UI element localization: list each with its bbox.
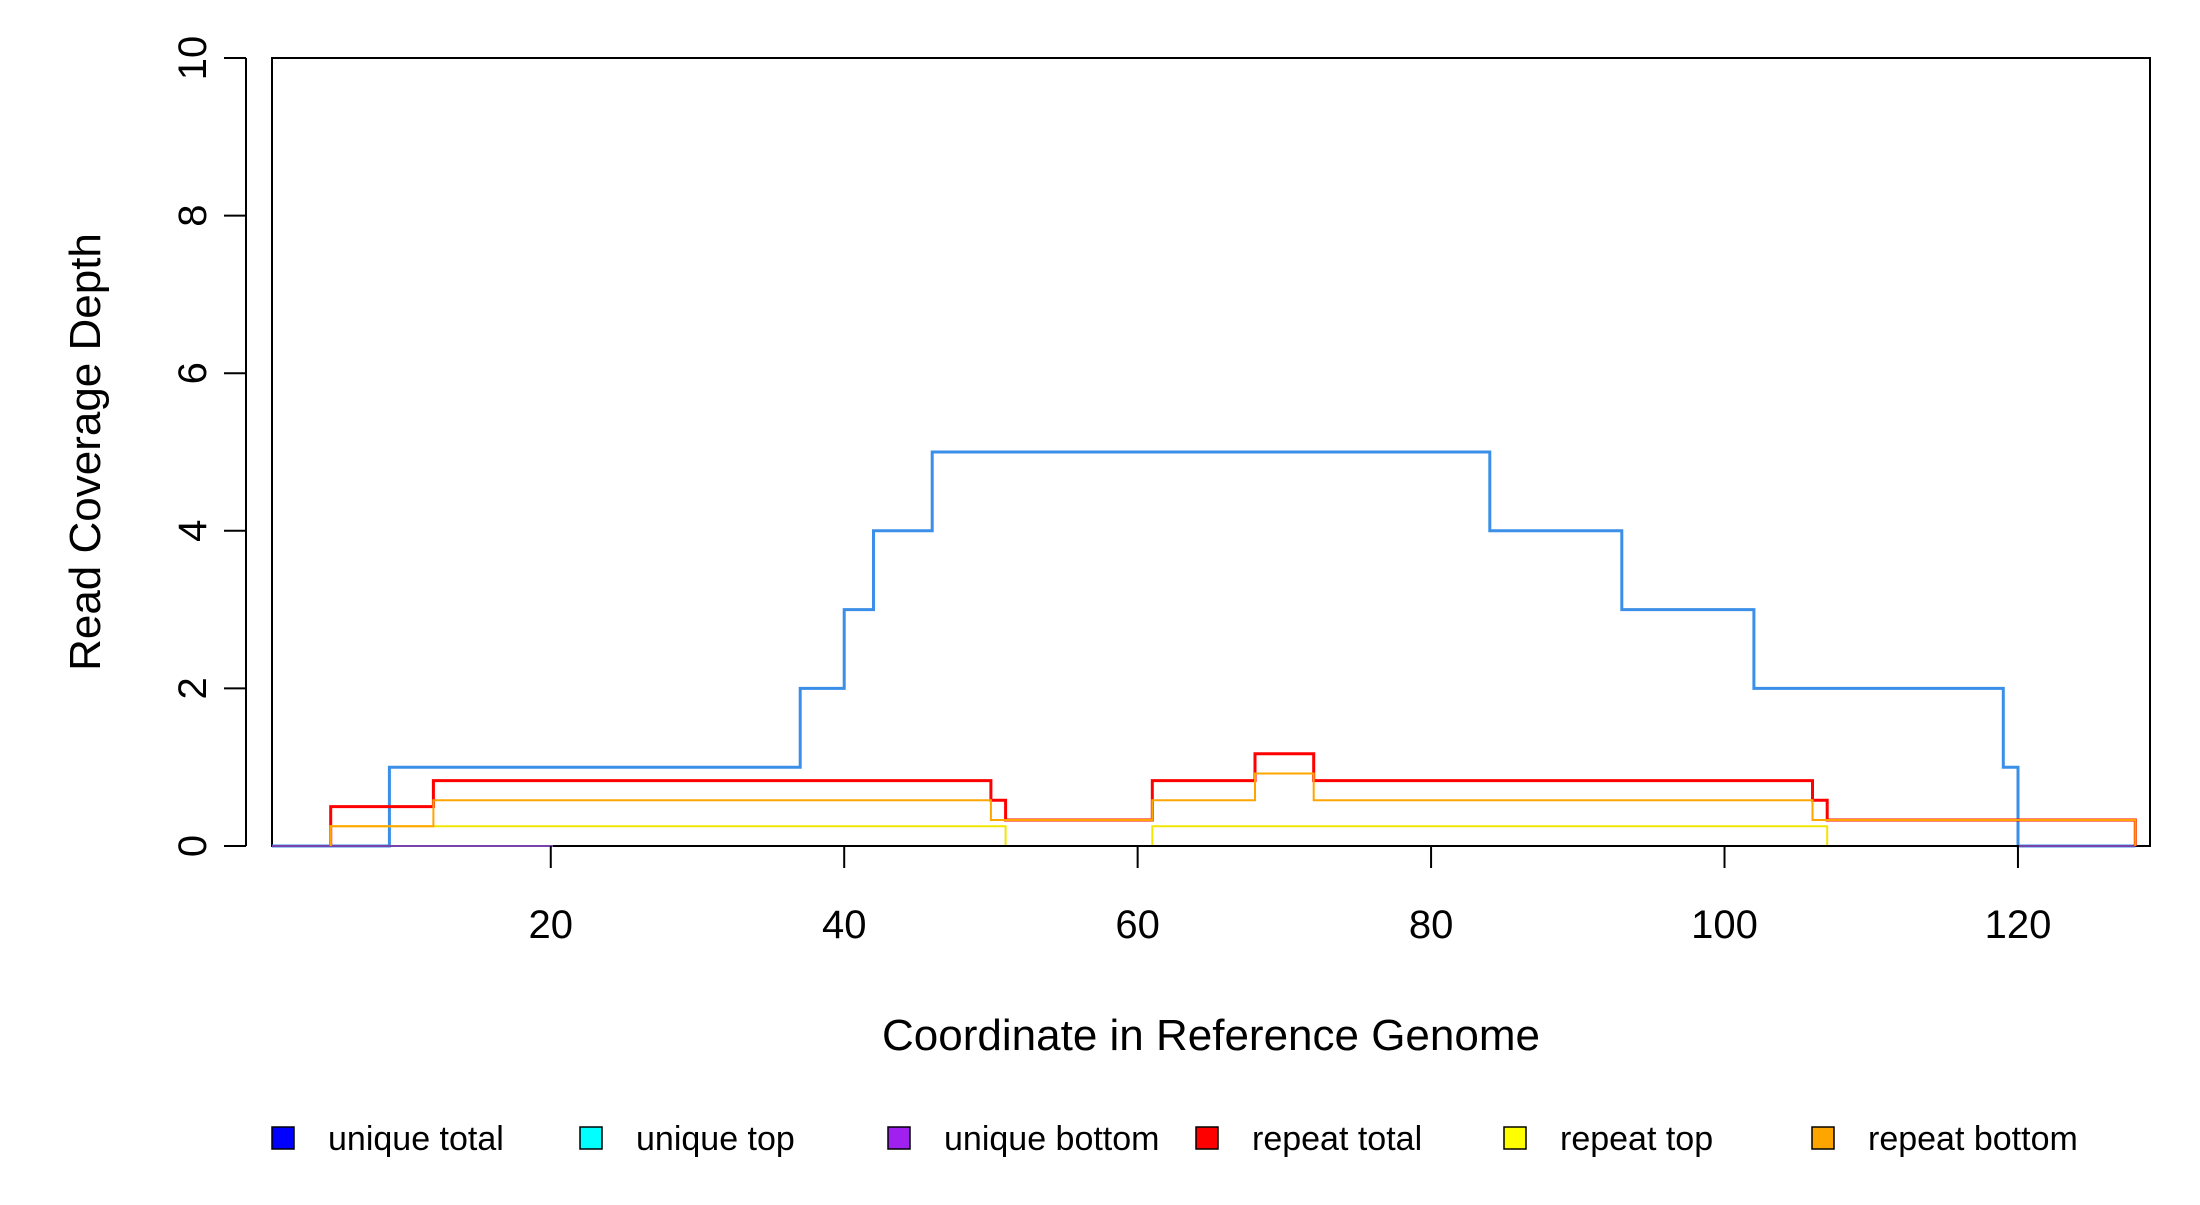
x-tick-label: 120	[1985, 903, 2052, 947]
legend-item-repeat-total: repeat total	[1195, 1120, 1422, 1158]
legend-label: repeat top	[1560, 1120, 1713, 1158]
legend-swatch	[579, 1126, 603, 1150]
series-layer	[272, 450, 2137, 848]
legend-item-unique-total: unique total	[271, 1120, 504, 1158]
y-axis: 0 2 4 6 8 10	[171, 36, 247, 857]
y-tick-label: 2	[171, 677, 215, 699]
x-tick-label: 20	[529, 903, 574, 947]
y-tick-label: 8	[171, 204, 215, 226]
series-line-unique-total	[272, 450, 2136, 848]
legend-label: unique bottom	[944, 1120, 1160, 1158]
legend-item-unique-top: unique top	[579, 1120, 795, 1158]
x-tick-label: 60	[1115, 903, 1160, 947]
legend-label: repeat total	[1252, 1120, 1422, 1158]
legend-label: repeat bottom	[1868, 1120, 2078, 1158]
legend-swatch	[1811, 1126, 1835, 1150]
x-axis: 20 40 60 80 100 120	[529, 845, 2052, 947]
legend-item-repeat-top: repeat top	[1503, 1120, 1713, 1158]
legend-item-repeat-bottom: repeat bottom	[1811, 1120, 2078, 1158]
y-tick-label: 0	[171, 835, 215, 857]
legend-label: unique top	[636, 1120, 795, 1158]
legend: unique total unique top unique bottom repea…	[271, 1120, 2078, 1158]
legend-swatch	[887, 1126, 911, 1150]
y-tick-label: 10	[171, 36, 215, 81]
legend-item-unique-bottom: unique bottom	[887, 1120, 1160, 1158]
y-axis-title: Read Coverage Depth	[61, 233, 110, 671]
y-tick-label: 6	[171, 362, 215, 384]
legend-label: unique total	[328, 1120, 504, 1158]
series-line-repeat-bottom	[329, 772, 2137, 846]
x-tick-label: 100	[1691, 903, 1758, 947]
legend-swatch	[1195, 1126, 1219, 1150]
legend-swatch	[271, 1126, 295, 1150]
series-line-repeat-top	[329, 825, 1829, 847]
series-line-repeat-total	[329, 752, 2137, 846]
y-tick-label: 4	[171, 520, 215, 542]
legend-swatch	[1503, 1126, 1527, 1150]
x-axis-title: Coordinate in Reference Genome	[882, 1011, 1540, 1060]
x-tick-label: 80	[1409, 903, 1454, 947]
x-tick-label: 40	[822, 903, 867, 947]
